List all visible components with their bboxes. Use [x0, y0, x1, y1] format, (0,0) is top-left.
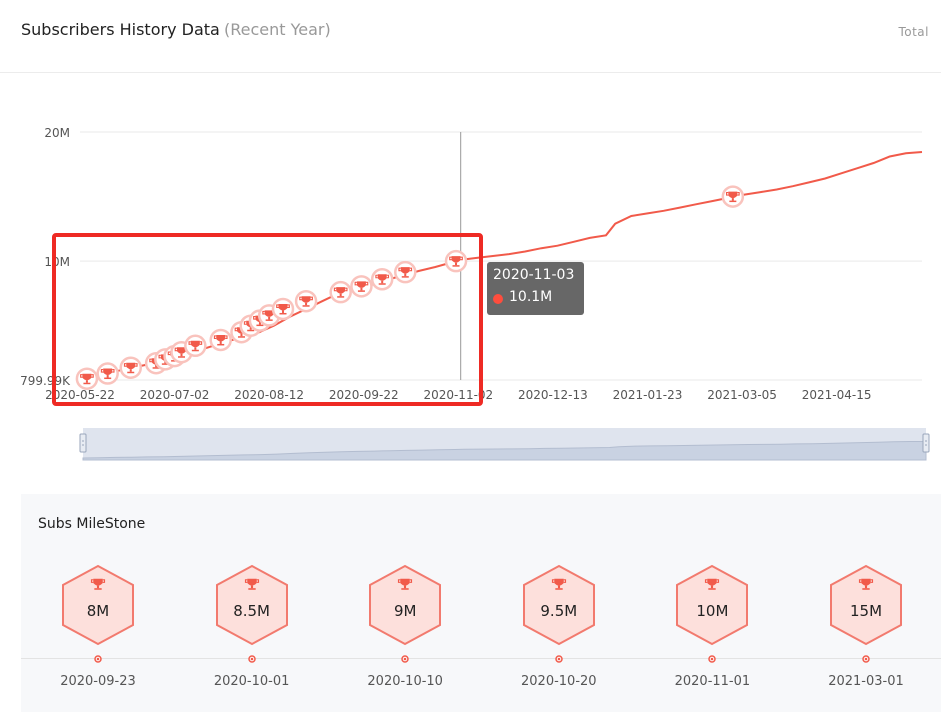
page-subtitle: (Recent Year) [224, 20, 331, 39]
trophy-icon [398, 578, 413, 590]
milestone-title: Subs MileStone [38, 516, 146, 532]
milestone-value: 9.5M [540, 602, 578, 620]
milestone-value: 10M [696, 602, 729, 620]
trophy-icon [551, 578, 566, 590]
tooltip-value: 10.1M [509, 289, 553, 305]
milestone-marker[interactable] [721, 185, 745, 208]
slider-handle-right[interactable] [922, 433, 930, 453]
x-tick-label: 2020-09-22 [329, 388, 399, 402]
chart-header: Subscribers History Data (Recent Year) T… [0, 0, 941, 73]
slider-preview [82, 441, 927, 461]
total-toggle[interactable]: Total [898, 25, 929, 39]
slider-handle-left[interactable] [79, 433, 87, 453]
milestone-dot [708, 655, 717, 663]
milestone-timeline [21, 658, 941, 659]
milestone-item: 9.5M 2020-10-20 [499, 564, 619, 694]
milestone-item: 8.5M 2020-10-01 [192, 564, 312, 694]
trophy-icon [90, 578, 106, 590]
milestone-item: 10M 2020-11-01 [652, 564, 772, 694]
milestone-dot [94, 655, 102, 663]
milestone-date: 2020-11-01 [674, 674, 751, 689]
milestone-hexagon [215, 564, 288, 646]
milestone-marker[interactable] [184, 334, 207, 358]
trophy-icon [705, 578, 720, 590]
milestone-hexagon [62, 564, 134, 646]
milestone-date: 2020-10-20 [521, 674, 597, 689]
x-tick-label: 2020-12-13 [518, 388, 588, 402]
milestone-marker[interactable] [394, 260, 417, 284]
milestone-dot [862, 655, 870, 663]
milestone-marker[interactable] [370, 267, 394, 291]
milestone-hexagon [676, 564, 749, 646]
milestone-date: 2020-09-23 [60, 674, 136, 689]
milestone-panel: Subs MileStone 8M 2020-09-23 8.5M 2020-10-0… [21, 494, 941, 712]
page-title: Subscribers History Data [21, 20, 220, 39]
trophy-icon [858, 578, 874, 590]
x-tick-label: 2020-11-02 [423, 388, 493, 402]
highlight-box [52, 233, 483, 406]
x-tick-label: 2021-03-05 [707, 388, 777, 402]
milestone-value: 15M [849, 602, 883, 620]
milestone-date: 2021-03-01 [828, 674, 904, 689]
x-tick-label: 2021-01-23 [613, 388, 683, 402]
y-tick-label: 10M [44, 255, 70, 269]
milestone-dot [555, 655, 563, 663]
milestone-marker[interactable] [294, 289, 318, 313]
milestone-dot [401, 655, 409, 663]
milestone-hexagon [369, 564, 442, 646]
milestone-dot [247, 655, 256, 663]
milestone-item: 9M 2020-10-10 [345, 564, 465, 694]
subscribers-line-chart[interactable]: 799.99K 10M 20M 2020-05-22 2020-07-02 2020-08… [0, 72, 941, 422]
milestone-hexagon [522, 564, 595, 646]
tooltip-series-dot [493, 294, 503, 304]
milestone-hexagon [830, 564, 902, 646]
milestone-marker[interactable] [444, 249, 468, 273]
milestone-marker[interactable] [75, 367, 99, 390]
milestone-date: 2020-10-01 [213, 674, 290, 689]
milestone-item: 8M 2020-09-23 [38, 564, 158, 694]
milestone-value: 8.5M [233, 602, 270, 620]
x-tick-label: 2020-05-22 [45, 388, 115, 402]
milestone-marker[interactable] [119, 356, 143, 379]
milestone-marker[interactable] [329, 280, 352, 304]
x-tick-label: 2020-07-02 [140, 388, 210, 402]
milestone-item: 15M 2021-03-01 [806, 564, 926, 694]
milestone-marker[interactable] [96, 362, 119, 385]
y-tick-label: 20M [44, 126, 70, 140]
date-range-slider[interactable] [0, 425, 941, 465]
x-tick-label: 2020-08-12 [234, 388, 304, 402]
x-tick-label: 2021-04-15 [802, 388, 872, 402]
milestone-marker[interactable] [209, 328, 232, 352]
trophy-icon [244, 578, 259, 590]
milestone-marker[interactable] [271, 297, 295, 321]
chart-tooltip: 2020-11-03 10.1M [487, 262, 584, 315]
milestone-value: 8M [86, 602, 110, 620]
milestone-marker[interactable] [350, 275, 373, 298]
tooltip-date: 2020-11-03 [493, 267, 575, 283]
milestone-value: 9M [393, 602, 417, 620]
y-tick-label: 799.99K [20, 374, 71, 388]
milestone-date: 2020-10-10 [367, 674, 443, 689]
